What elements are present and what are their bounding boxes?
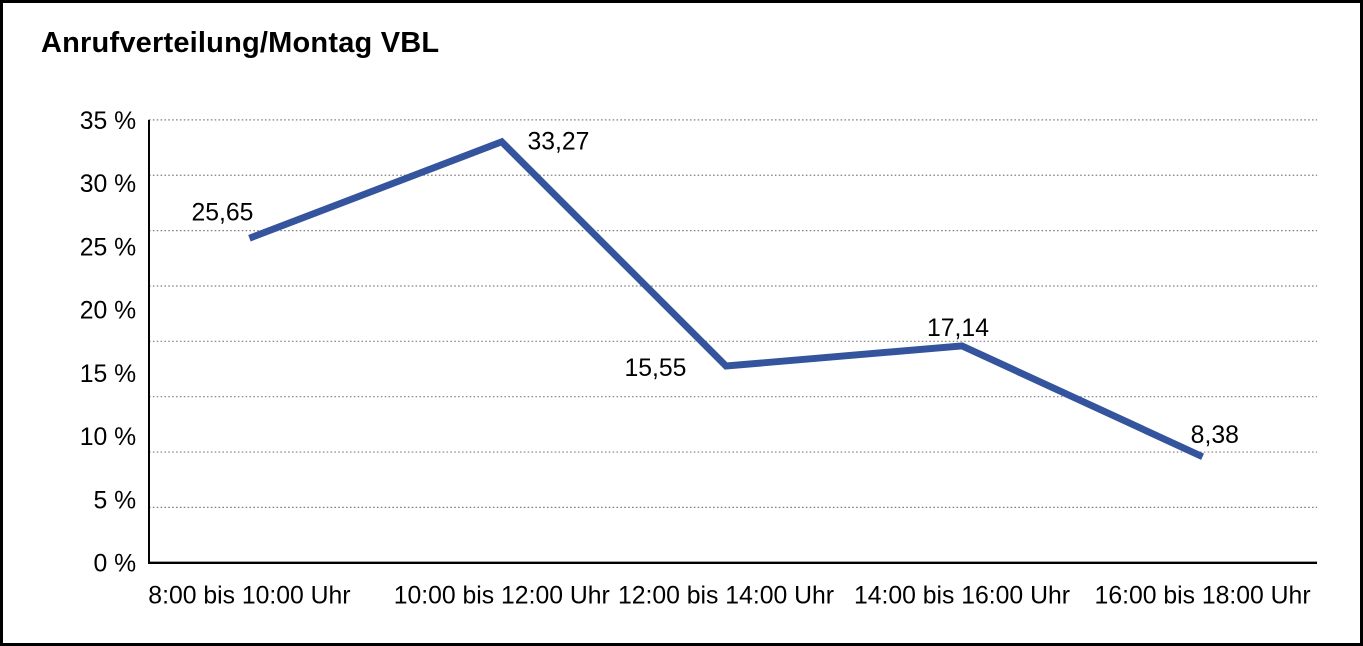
- chart-title: Anrufverteilung/Montag VBL: [41, 27, 440, 59]
- value-label: 25,65: [191, 199, 253, 226]
- x-tick-label: 10:00 bis 12:00 Uhr: [394, 582, 610, 609]
- y-tick-label: 5 %: [93, 487, 136, 514]
- y-tick-label: 20 %: [80, 298, 136, 325]
- y-tick-label: 0 %: [93, 551, 136, 578]
- y-tick-label: 25 %: [80, 234, 136, 261]
- value-label: 17,14: [927, 315, 989, 342]
- value-label: 33,27: [528, 129, 590, 156]
- y-tick-label: 30 %: [80, 171, 136, 198]
- y-tick-label: 10 %: [80, 424, 136, 451]
- line-chart: 35 % 30 % 25 % 20 % 15 % 10 % 5 % 0 % 8:00 bis 1…: [80, 108, 1318, 609]
- x-tick-label: 16:00 bis 18:00 Uhr: [1095, 582, 1311, 609]
- value-label: 8,38: [1191, 422, 1239, 449]
- x-tick-label: 8:00 bis 10:00 Uhr: [148, 582, 350, 609]
- x-tick-label: 14:00 bis 16:00 Uhr: [854, 582, 1070, 609]
- x-tick-label: 12:00 bis 14:00 Uhr: [618, 582, 834, 609]
- data-line: [248, 137, 1205, 460]
- y-tick-label: 15 %: [80, 361, 136, 388]
- value-label: 15,55: [624, 355, 686, 382]
- y-tick-label: 35 %: [80, 108, 136, 135]
